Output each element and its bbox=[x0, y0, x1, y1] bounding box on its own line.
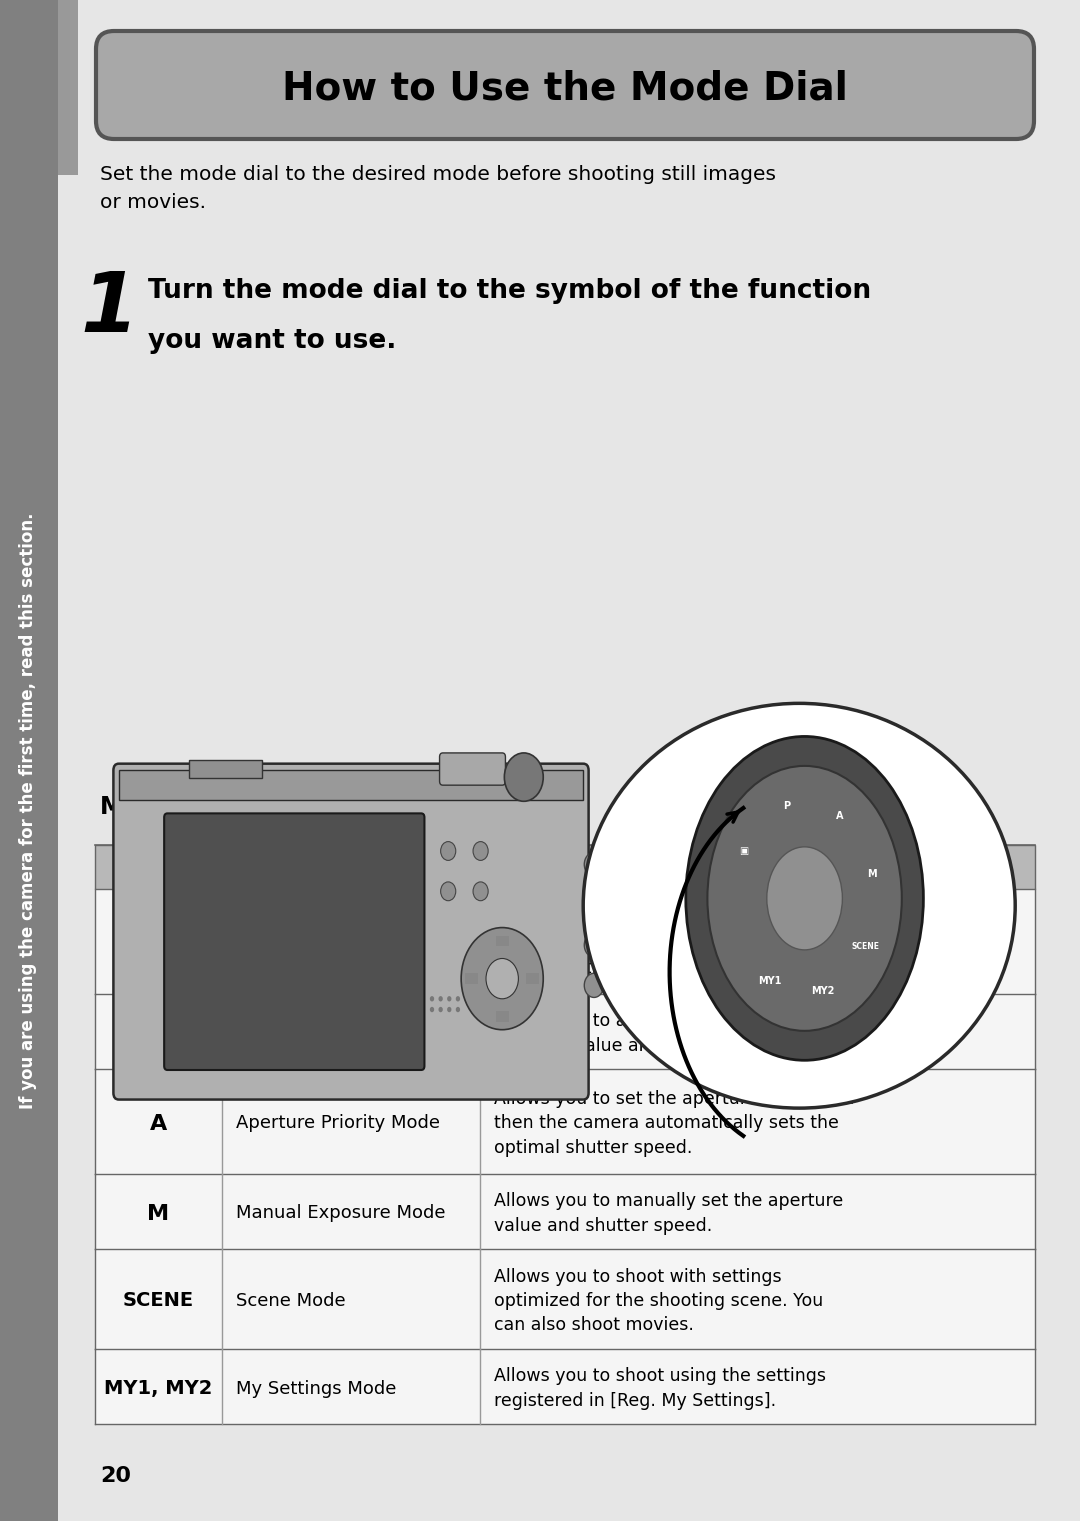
Text: Automatically sets the optimal aperture
value and shutter speed depending on
the: Automatically sets the optimal aperture … bbox=[495, 910, 842, 976]
Text: you want to use.: you want to use. bbox=[148, 329, 396, 354]
Circle shape bbox=[504, 753, 543, 802]
Text: MY1: MY1 bbox=[758, 976, 781, 986]
FancyBboxPatch shape bbox=[164, 814, 424, 1069]
Text: M: M bbox=[147, 1203, 170, 1223]
Bar bbox=[95, 888, 1035, 995]
Text: SCENE: SCENE bbox=[123, 1291, 194, 1311]
Bar bbox=[95, 995, 1035, 1069]
Text: Scene Mode: Scene Mode bbox=[235, 1291, 346, 1310]
Circle shape bbox=[150, 934, 166, 951]
Circle shape bbox=[461, 928, 543, 1030]
Circle shape bbox=[707, 767, 902, 1031]
Bar bbox=[95, 1349, 1035, 1424]
Circle shape bbox=[456, 1007, 460, 1013]
Circle shape bbox=[438, 1007, 443, 1013]
Text: Auto Shooting Mode: Auto Shooting Mode bbox=[235, 934, 418, 952]
Circle shape bbox=[430, 1007, 434, 1013]
Text: Function: Function bbox=[313, 859, 389, 878]
Circle shape bbox=[584, 932, 604, 957]
Text: Allows you to adjust the combination of
aperture value and shutter speed.: Allows you to adjust the combination of … bbox=[495, 1013, 840, 1054]
Text: My Settings Mode: My Settings Mode bbox=[235, 1380, 396, 1398]
Circle shape bbox=[441, 841, 456, 861]
Bar bbox=[496, 1011, 509, 1022]
Circle shape bbox=[584, 852, 604, 876]
Circle shape bbox=[473, 882, 488, 900]
Text: P: P bbox=[150, 1024, 166, 1043]
Circle shape bbox=[584, 973, 604, 998]
Text: Allows you to shoot with settings
optimized for the shooting scene. You
can also: Allows you to shoot with settings optimi… bbox=[495, 1267, 824, 1334]
Text: 20: 20 bbox=[100, 1466, 131, 1486]
Text: If you are using the camera for the first time, read this section.: If you are using the camera for the firs… bbox=[19, 513, 37, 1109]
Text: SCENE: SCENE bbox=[851, 941, 879, 951]
Text: Program Shift Mode: Program Shift Mode bbox=[235, 1025, 414, 1042]
Text: A: A bbox=[150, 1113, 167, 1133]
FancyBboxPatch shape bbox=[440, 753, 505, 785]
Text: M: M bbox=[867, 868, 877, 879]
Circle shape bbox=[767, 847, 842, 951]
Bar bbox=[0, 0, 58, 1521]
Bar bbox=[151, 922, 165, 928]
Text: Symbol: Symbol bbox=[125, 859, 192, 878]
FancyBboxPatch shape bbox=[113, 764, 589, 1100]
Bar bbox=[58, 0, 78, 175]
Text: How to Use the Mode Dial: How to Use the Mode Dial bbox=[282, 70, 848, 108]
Bar bbox=[95, 1174, 1035, 1249]
Bar bbox=[95, 846, 1035, 888]
Text: Set the mode dial to the desired mode before shooting still images
or movies.: Set the mode dial to the desired mode be… bbox=[100, 164, 777, 211]
Text: A: A bbox=[836, 811, 843, 820]
Ellipse shape bbox=[583, 703, 1015, 1109]
Circle shape bbox=[438, 996, 443, 1001]
Bar bbox=[95, 1249, 1035, 1349]
Text: Allows you to shoot using the settings
registered in [Reg. My Settings].: Allows you to shoot using the settings r… bbox=[495, 1367, 826, 1410]
Circle shape bbox=[430, 996, 434, 1001]
Text: Allows you to manually set the aperture
value and shutter speed.: Allows you to manually set the aperture … bbox=[495, 1192, 843, 1235]
Bar bbox=[496, 935, 509, 946]
Bar bbox=[119, 770, 583, 800]
Text: 1: 1 bbox=[80, 268, 138, 348]
Circle shape bbox=[441, 882, 456, 900]
Bar bbox=[526, 973, 539, 984]
Text: MY1, MY2: MY1, MY2 bbox=[105, 1380, 213, 1398]
Text: Turn the mode dial to the symbol of the function: Turn the mode dial to the symbol of the … bbox=[148, 278, 872, 304]
Circle shape bbox=[153, 937, 163, 948]
Text: Manual Exposure Mode: Manual Exposure Mode bbox=[235, 1205, 445, 1223]
FancyBboxPatch shape bbox=[138, 926, 178, 957]
Bar bbox=[95, 1069, 1035, 1174]
Text: MY2: MY2 bbox=[811, 986, 835, 996]
Circle shape bbox=[456, 996, 460, 1001]
Text: Allows you to set the aperture value, and
then the camera automatically sets the: Allows you to set the aperture value, an… bbox=[495, 1091, 854, 1157]
Circle shape bbox=[686, 736, 923, 1060]
Text: Aperture Priority Mode: Aperture Priority Mode bbox=[235, 1115, 440, 1133]
Text: ▣: ▣ bbox=[739, 846, 748, 855]
Circle shape bbox=[486, 958, 518, 999]
Circle shape bbox=[473, 841, 488, 861]
FancyBboxPatch shape bbox=[96, 30, 1034, 138]
Text: Mode Dial Symbols and Descriptions: Mode Dial Symbols and Descriptions bbox=[100, 795, 586, 818]
Text: P: P bbox=[783, 802, 789, 811]
Bar bbox=[465, 973, 478, 984]
Circle shape bbox=[447, 996, 451, 1001]
Text: Description: Description bbox=[706, 859, 809, 878]
Bar bbox=[189, 759, 262, 779]
Circle shape bbox=[447, 1007, 451, 1013]
Circle shape bbox=[584, 893, 604, 917]
